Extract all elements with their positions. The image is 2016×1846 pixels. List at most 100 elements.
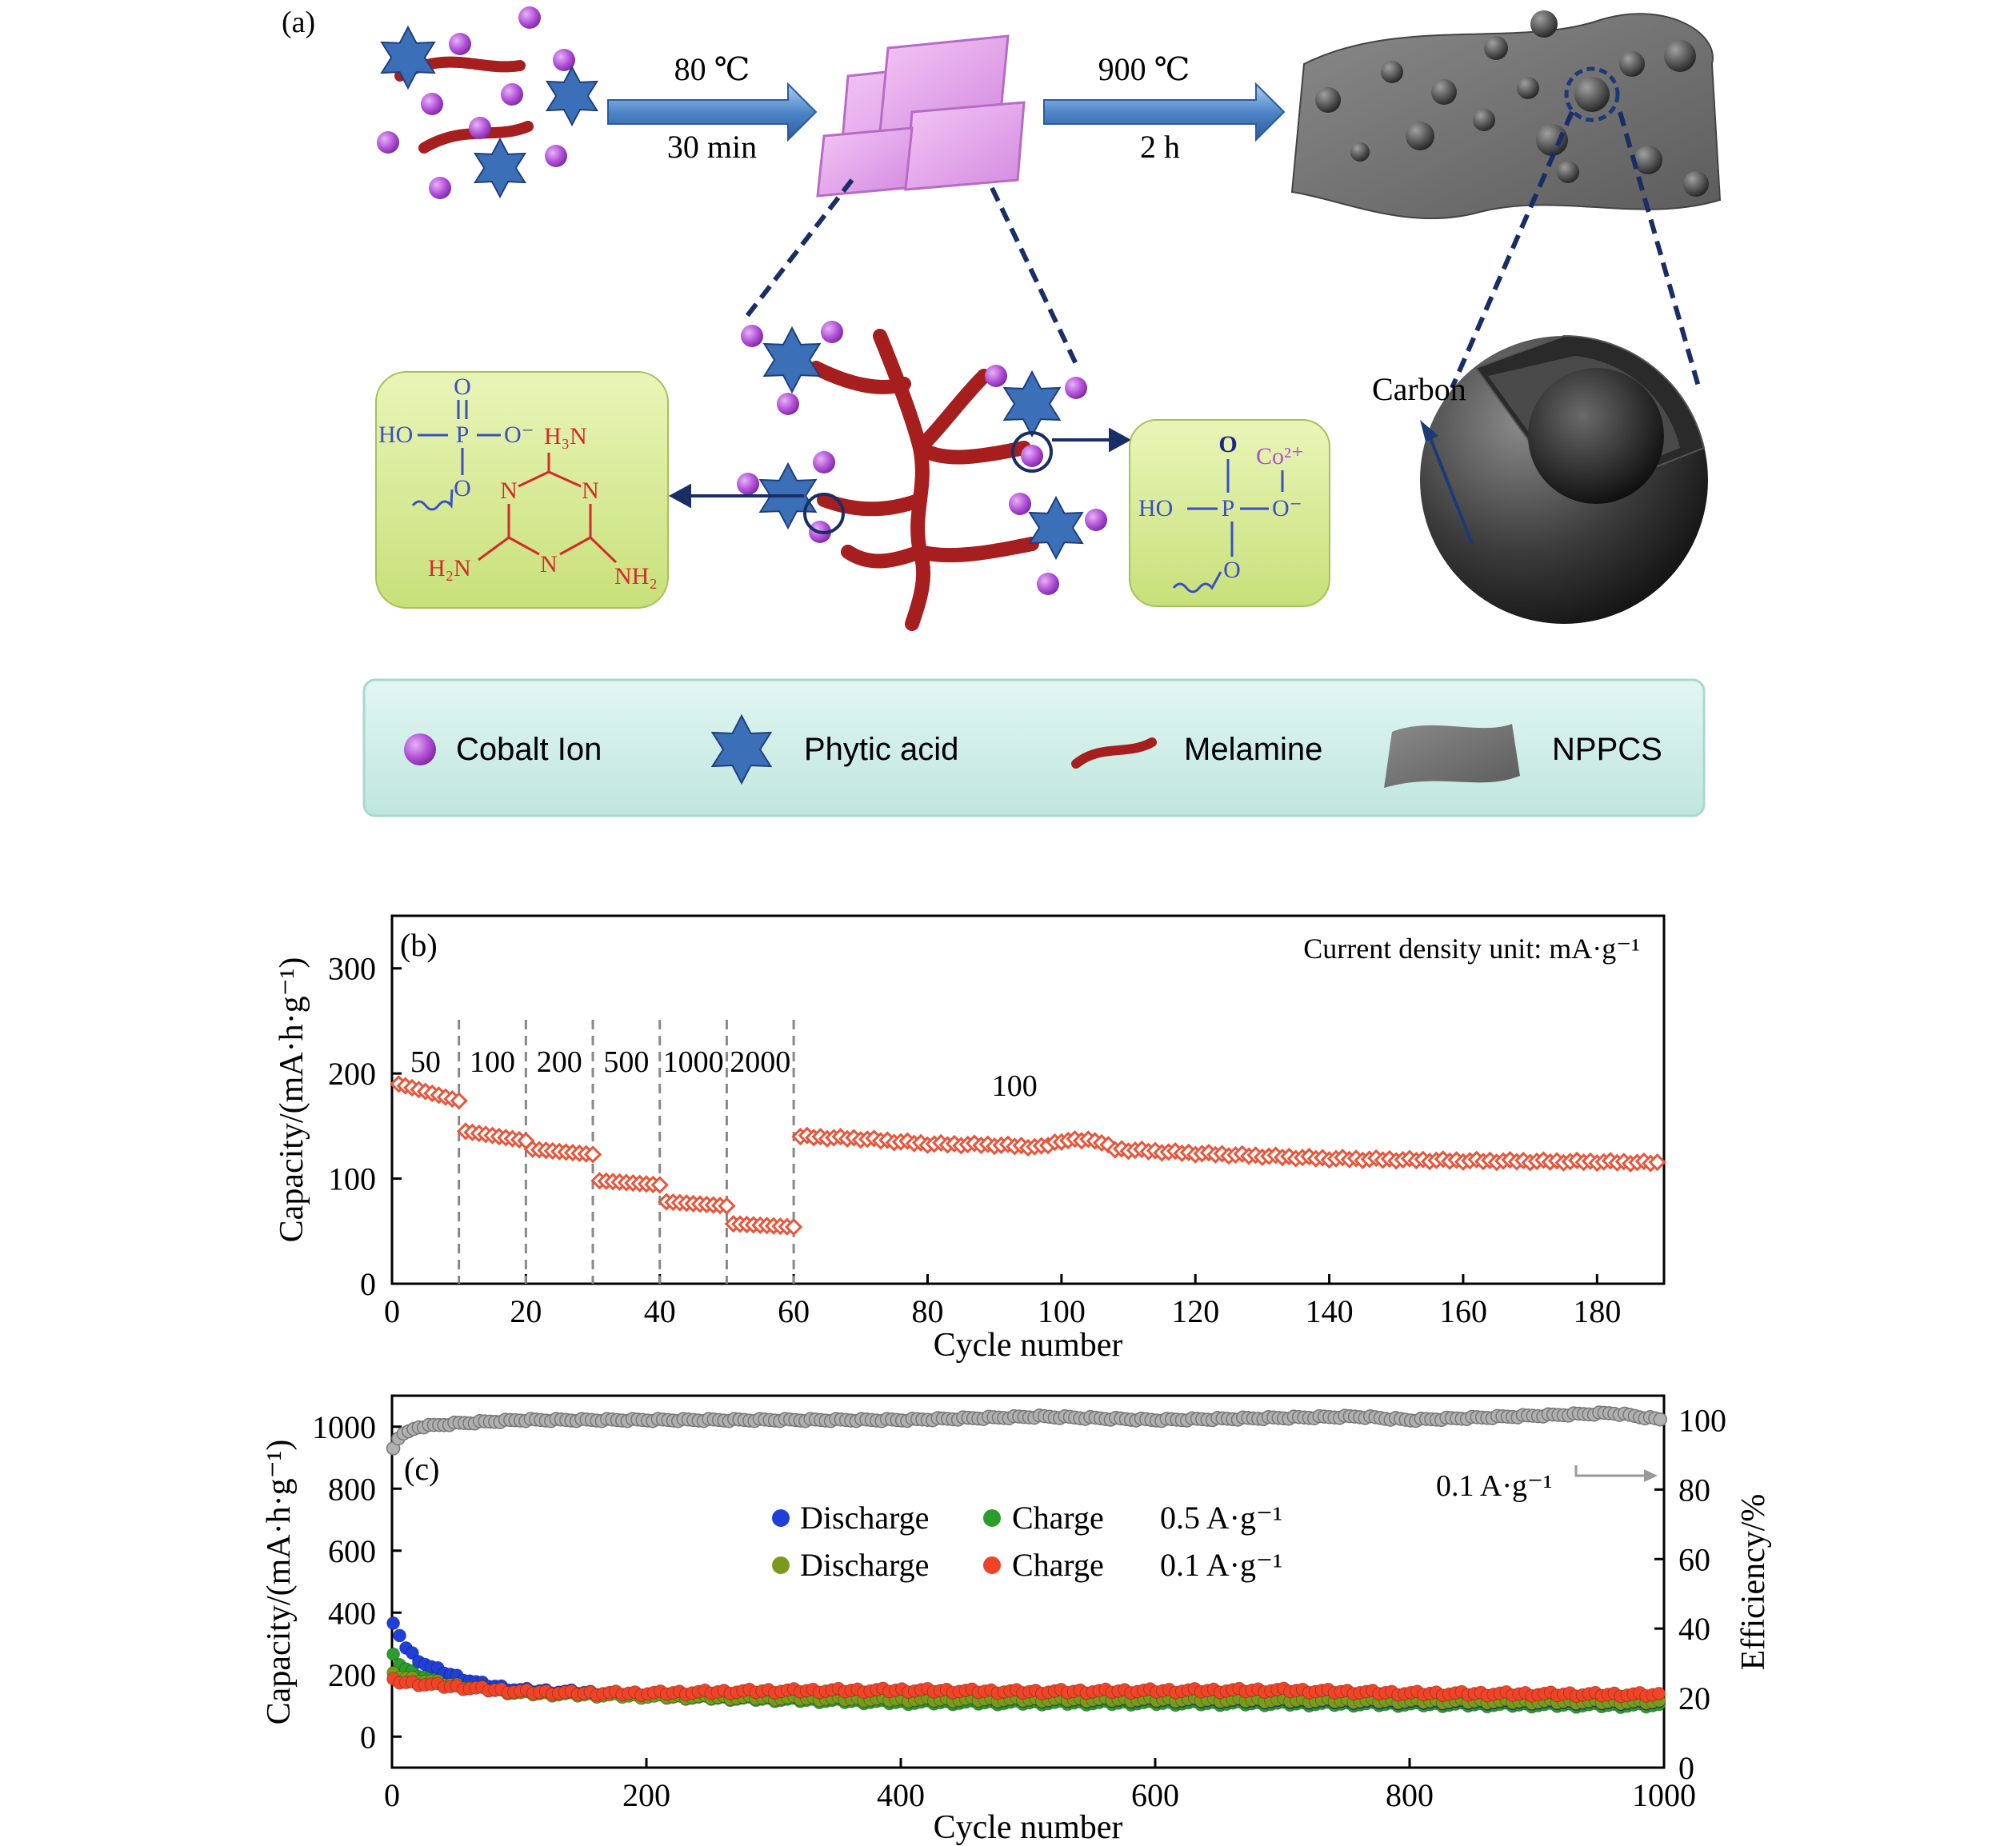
detail-arrows: [668, 427, 1132, 509]
embedded-sphere: [1664, 40, 1696, 72]
step1-time: 30 min: [667, 129, 757, 165]
atom-o-ester: O: [454, 475, 471, 501]
y-axis-label: Capacity/(mA·h·g⁻¹): [261, 1440, 298, 1725]
chart-b: (b) Current density unit: mA·g⁻¹ Cycle n…: [274, 914, 1666, 1364]
network-stars: [737, 321, 1107, 595]
y2-axis-label: Efficiency/%: [1735, 1494, 1772, 1671]
y-tick-label: 200: [328, 1056, 376, 1092]
ring-n: N: [540, 551, 558, 577]
embedded-sphere: [1381, 61, 1403, 83]
atom-o-minus: O⁻: [1272, 495, 1302, 521]
x-tick-label: 20: [510, 1293, 542, 1329]
cobalt-bond-box: O Co²⁺ HO P O⁻ O: [1129, 419, 1330, 607]
x-tick-label: 600: [1131, 1777, 1179, 1813]
precursor-plates: [816, 34, 1026, 198]
phytic-acid-star: [762, 326, 822, 394]
plot-frame: [390, 914, 1666, 1285]
cobalt-ion: [777, 393, 799, 415]
panel-a-legend: Cobalt Ion Phytic acid Melamine NPPCS: [362, 678, 1706, 817]
efficiency-series: [386, 1405, 1667, 1456]
rate-label: 1000: [663, 1045, 724, 1079]
x-tick-label: 800: [1386, 1777, 1434, 1813]
x-tick-label: 140: [1306, 1293, 1354, 1329]
rate-label: 500: [603, 1045, 649, 1079]
embedded-sphere: [1634, 146, 1662, 174]
capacity-point: [1648, 1153, 1666, 1172]
cobalt-ion: [1009, 493, 1031, 515]
legend-label: Discharge: [800, 1547, 929, 1583]
panel-b-label: (b): [400, 927, 438, 963]
phytic-acid-star: [1002, 370, 1062, 438]
x-tick-label: 40: [644, 1293, 676, 1329]
capacity-point: [450, 1092, 468, 1110]
phytic-acid-star-icon: [710, 713, 773, 785]
atom-o-bridge: O: [1218, 431, 1237, 458]
melamine-strand-icon: [1071, 737, 1157, 769]
embedded-sphere: [1315, 87, 1341, 113]
x-tick-label: 200: [622, 1777, 670, 1813]
group-h3n: H₃N: [544, 423, 587, 450]
nppcs-sheet-icon: [1384, 724, 1520, 788]
rate-label: 100: [470, 1045, 515, 1079]
phytic-acid-star: [1028, 495, 1084, 561]
y-tick-label: 0: [360, 1266, 376, 1302]
rate-annotation: 0.1 A·g⁻¹: [1436, 1465, 1658, 1503]
current-density-annotation: Current density unit: mA·g⁻¹: [1303, 933, 1640, 965]
x-tick-label: 0: [384, 1777, 400, 1813]
embedded-sphere: [1350, 142, 1370, 162]
embedded-sphere: [1517, 77, 1539, 99]
x-tick-label: 100: [1038, 1293, 1086, 1329]
rate-label: 200: [537, 1045, 582, 1079]
y2-tick-label: 20: [1678, 1680, 1710, 1716]
legend-label: Discharge: [800, 1500, 929, 1536]
y2-tick-label: 60: [1678, 1541, 1710, 1577]
capacity-point: [386, 1647, 401, 1661]
atom-ho: HO: [378, 422, 413, 448]
process-arrow-1: 80 ℃ 30 min: [607, 51, 818, 165]
cobalt-ion: [449, 33, 471, 55]
cobalt-ion: [821, 321, 843, 343]
y-tick-label: 800: [328, 1471, 376, 1507]
cobalt-ion: [553, 49, 575, 71]
embedded-sphere: [1574, 77, 1610, 112]
legend-melamine-label: Melamine: [1184, 732, 1322, 767]
capacity-point: [386, 1616, 401, 1630]
y-tick-label: 600: [328, 1533, 376, 1569]
legend-label: Charge: [1012, 1500, 1104, 1536]
chart-c: (c) Cycle number Capacity/(mA·h·g⁻¹) Eff…: [261, 1394, 1772, 1846]
ring-n: N: [500, 477, 518, 504]
atom-ho: HO: [1138, 495, 1173, 521]
y-tick-label: 1000: [312, 1409, 376, 1445]
embedded-sphere: [1530, 10, 1558, 38]
legend-label: 0.5 A·g⁻¹: [1160, 1500, 1282, 1536]
carbon-label: Carbon: [1372, 371, 1466, 407]
embedded-sphere: [1683, 171, 1709, 197]
legend-label: Charge: [1012, 1547, 1104, 1583]
phytic-acid-star: [380, 25, 436, 90]
legend-marker: [772, 1509, 790, 1527]
panel-c-label: (c): [404, 1451, 439, 1487]
process-arrow-2: 900 ℃ 2 h: [1043, 51, 1286, 165]
y-axis-label: Capacity/(mA·h·g⁻¹): [274, 957, 310, 1243]
cobalt-ion: [1065, 377, 1087, 399]
legend-nppcs-label: NPPCS: [1552, 732, 1662, 767]
x-tick-label: 400: [877, 1777, 925, 1813]
embedded-sphere: [1473, 109, 1495, 131]
highlight-circle: [1564, 66, 1620, 122]
bond-circle: [1011, 431, 1053, 473]
bond-circle: [803, 493, 845, 534]
legend-marker: [983, 1509, 1001, 1527]
atom-p: P: [1222, 495, 1235, 521]
zoom-lines: [742, 110, 1702, 393]
cobalt-ion-icon: [404, 733, 436, 765]
cobalt-ion: [737, 473, 759, 495]
legend-label: 0.1 A·g⁻¹: [1160, 1547, 1282, 1583]
cobalt-ion: [469, 117, 491, 139]
cobalt-ion: [741, 325, 763, 347]
series-3: [386, 1672, 1666, 1704]
x-tick-label: 120: [1171, 1293, 1219, 1329]
embedded-sphere: [1406, 122, 1434, 150]
y-tick-label: 400: [328, 1595, 376, 1631]
ring-n: N: [582, 477, 599, 504]
